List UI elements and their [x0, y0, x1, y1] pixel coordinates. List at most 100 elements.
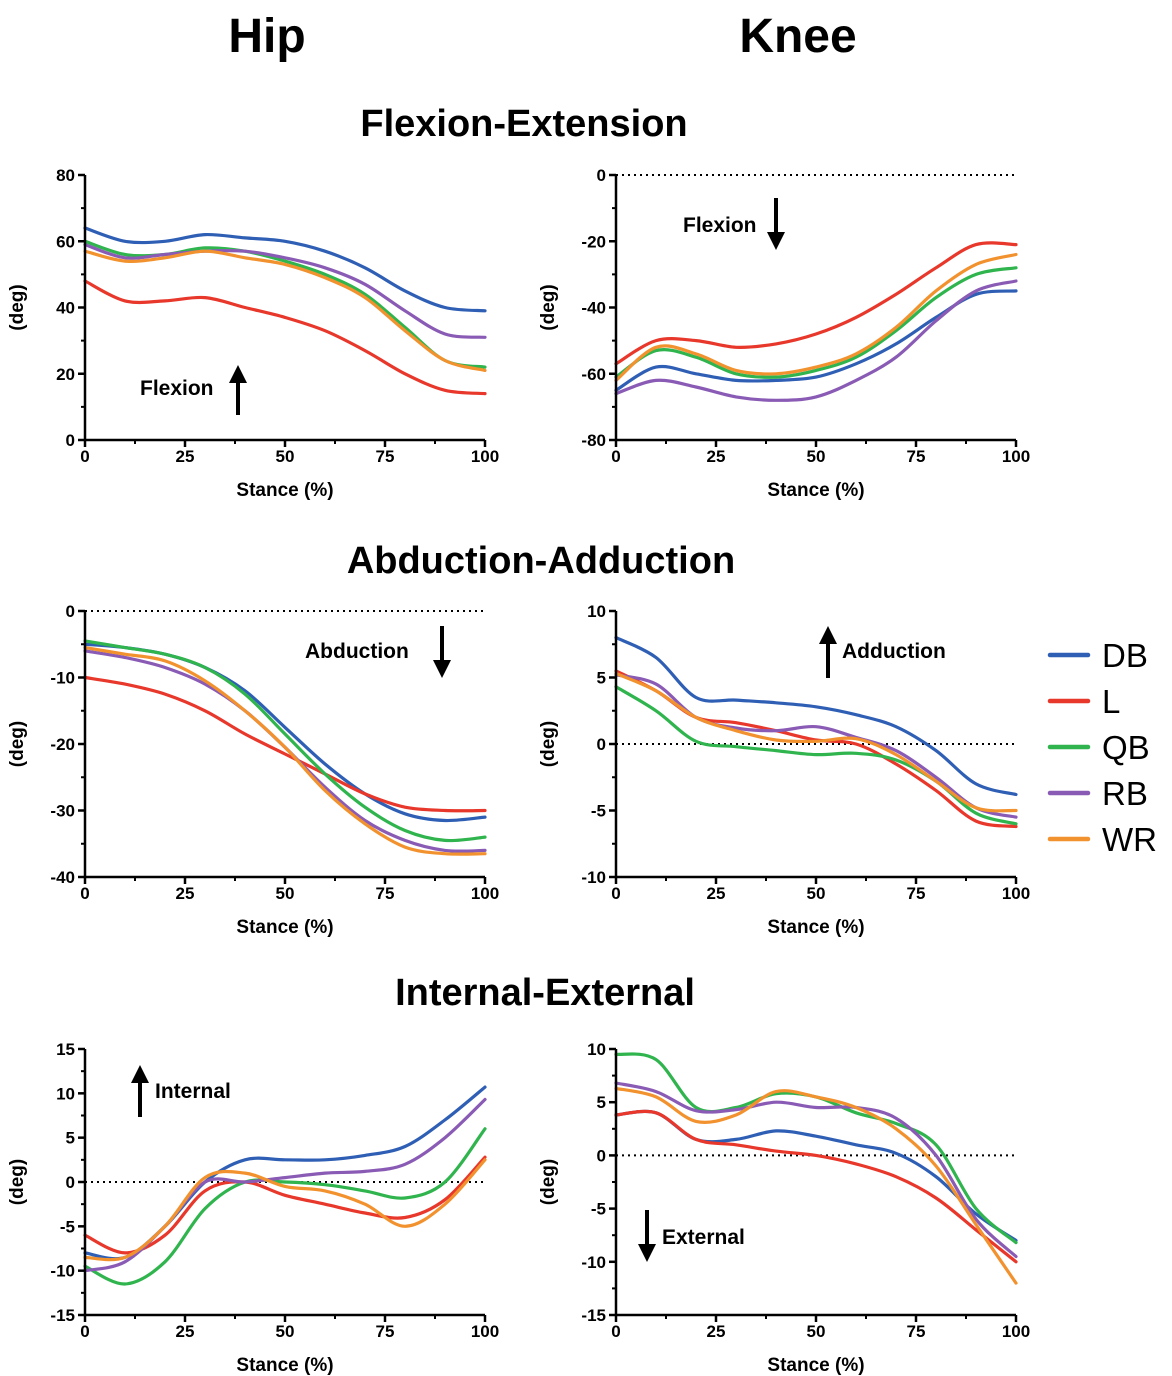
annotation-flexion: Flexion	[683, 214, 757, 237]
series-line-qb	[83, 1127, 487, 1286]
x-tick-label: 75	[376, 447, 395, 466]
panel-hip-abduction-adduction: -40 -30 -20 -10 0 0 25 50 75 100 Stance (%) (deg) Ab…	[7, 602, 499, 938]
y-axis-label: (deg)	[538, 284, 559, 330]
annotation-abduction: Abduction	[305, 640, 409, 663]
x-tick-label: 50	[276, 447, 295, 466]
arrow-down-icon	[433, 626, 451, 678]
y-tick-label: -10	[581, 1253, 606, 1272]
series-line-db	[614, 636, 1018, 797]
panel-hip-flexion-extension: 0 20 40 60 80 0 25 50 75 100 Stance (%) (deg) Flexio…	[7, 166, 499, 501]
x-axis-label: Stance (%)	[236, 917, 333, 938]
y-tick-label: -40	[581, 299, 606, 318]
x-tick-label: 0	[80, 1322, 89, 1341]
series-line-rb	[83, 649, 487, 853]
arrow-head	[638, 1244, 656, 1262]
x-tick-label: 0	[80, 884, 89, 903]
x-tick-label: 25	[707, 1322, 726, 1341]
x-tick-label: 50	[276, 884, 295, 903]
legend-label: RB	[1102, 775, 1148, 812]
x-tick-label: 25	[176, 447, 195, 466]
x-tick-label: 75	[376, 884, 395, 903]
y-tick-label: 60	[56, 232, 75, 251]
series-line-wr	[614, 252, 1018, 382]
x-tick-label: 0	[611, 447, 620, 466]
series-line-wr	[614, 671, 1018, 813]
arrow-head	[767, 232, 785, 250]
y-tick-label: 0	[597, 166, 606, 185]
x-tick-label: 100	[471, 884, 499, 903]
legend-label: L	[1102, 683, 1120, 720]
x-tick-label: 75	[907, 884, 926, 903]
arrow-down-icon	[638, 1210, 656, 1262]
y-axis-label: (deg)	[538, 1159, 559, 1205]
y-axis-label: (deg)	[7, 721, 28, 767]
x-axis-label: Stance (%)	[236, 480, 333, 501]
legend-item-db: DB	[1047, 637, 1148, 674]
x-tick-label: 50	[807, 884, 826, 903]
series-line-db	[83, 226, 487, 313]
arrow-up-icon	[819, 626, 837, 678]
y-tick-label: 10	[56, 1084, 75, 1103]
series-line-qb	[83, 639, 487, 843]
y-tick-label: 20	[56, 365, 75, 384]
annotation-internal: Internal	[155, 1080, 231, 1103]
x-axis-label: Stance (%)	[767, 1355, 864, 1376]
series-line-wr	[614, 1086, 1018, 1285]
arrow-up-icon	[229, 365, 247, 415]
y-tick-label: 5	[597, 669, 606, 688]
series-line-l	[83, 675, 487, 813]
y-tick-label: 0	[66, 1173, 75, 1192]
series-line-l	[83, 1155, 487, 1255]
y-tick-label: 0	[597, 735, 606, 754]
y-tick-label: -20	[50, 735, 75, 754]
y-tick-label: -5	[591, 1200, 606, 1219]
series-line-rb	[614, 1081, 1018, 1259]
y-tick-label: -10	[50, 669, 75, 688]
series-line-l	[83, 279, 487, 396]
x-tick-label: 0	[80, 447, 89, 466]
y-tick-label: -80	[581, 431, 606, 450]
x-tick-label: 25	[176, 884, 195, 903]
y-tick-label: 15	[56, 1040, 75, 1059]
series-line-rb	[83, 243, 487, 339]
panel-hip-internal-external: -15 -10 -5 0 5 10 15 0 25 50 75 100 Stance (%) (deg) I…	[7, 1040, 499, 1376]
y-tick-label: -10	[581, 868, 606, 887]
row-title-abduction-adduction: Abduction-Adduction	[347, 540, 735, 582]
series-line-wr	[83, 646, 487, 856]
y-tick-label: -30	[50, 802, 75, 821]
y-tick-label: 0	[66, 602, 75, 621]
y-tick-label: 10	[587, 1040, 606, 1059]
x-tick-label: 75	[907, 1322, 926, 1341]
arrow-head	[433, 660, 451, 678]
x-tick-label: 25	[707, 884, 726, 903]
legend: DB L QB RB WR	[1047, 637, 1157, 858]
y-tick-label: -60	[581, 365, 606, 384]
column-title-knee: Knee	[739, 10, 856, 63]
y-tick-label: 0	[597, 1146, 606, 1165]
x-axis-label: Stance (%)	[236, 1355, 333, 1376]
y-axis-label: (deg)	[7, 284, 28, 330]
y-tick-label: 5	[597, 1093, 606, 1112]
series-line-l	[614, 241, 1018, 366]
x-tick-label: 50	[276, 1322, 295, 1341]
column-title-hip: Hip	[228, 10, 305, 63]
arrow-head	[819, 626, 837, 644]
y-tick-label: 80	[56, 166, 75, 185]
series-line-qb	[614, 266, 1018, 379]
arrow-down-icon	[767, 198, 785, 250]
x-tick-label: 0	[611, 1322, 620, 1341]
y-tick-label: -5	[60, 1217, 75, 1236]
x-tick-label: 100	[1002, 884, 1030, 903]
series-line-l	[614, 669, 1018, 829]
y-tick-label: 10	[587, 602, 606, 621]
x-tick-label: 50	[807, 447, 826, 466]
y-tick-label: -10	[50, 1262, 75, 1281]
y-axis-label: (deg)	[538, 721, 559, 767]
legend-item-wr: WR	[1047, 821, 1157, 858]
panel-knee-flexion-extension: -80 -60 -40 -20 0 0 25 50 75 100 Stance (%) (deg) Fl…	[538, 166, 1030, 501]
row-title-internal-external: Internal-External	[395, 972, 695, 1014]
y-tick-label: 5	[66, 1129, 75, 1148]
